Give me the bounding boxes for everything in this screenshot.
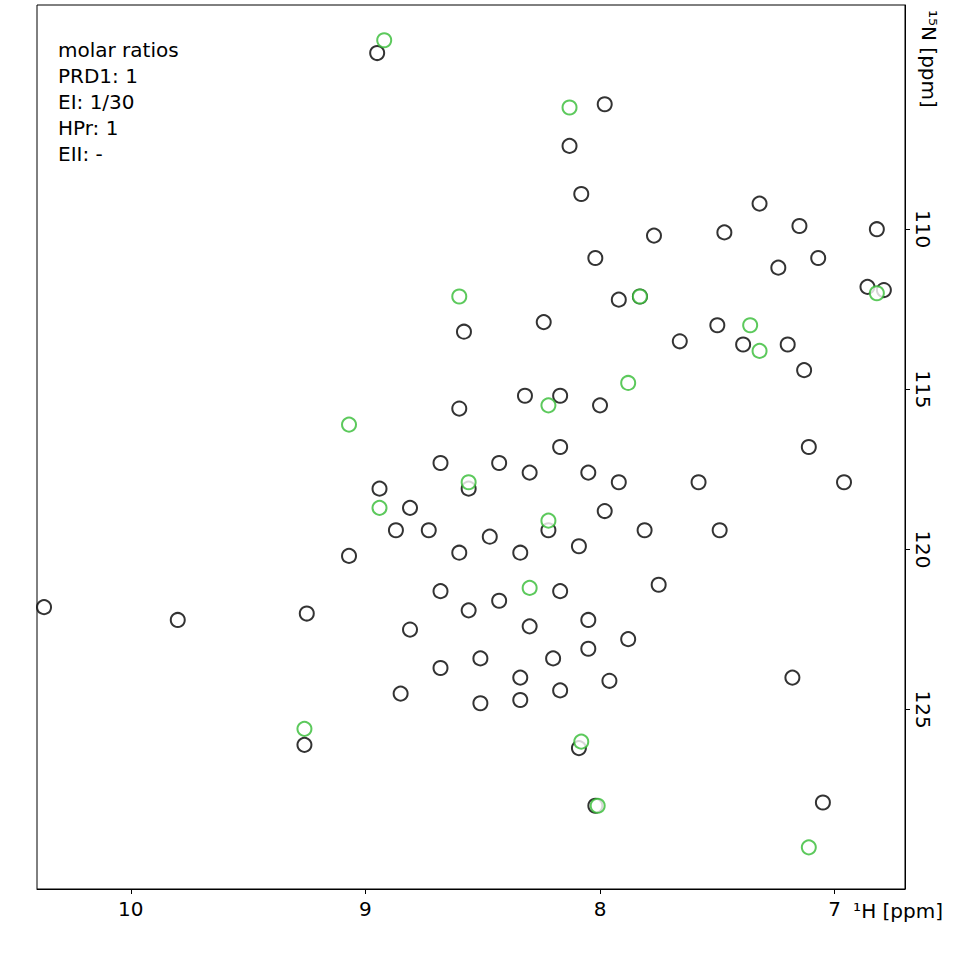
svg-text:10: 10 (118, 897, 143, 921)
svg-text:7: 7 (828, 897, 841, 921)
svg-text:¹H [ppm]: ¹H [ppm] (853, 899, 943, 923)
svg-text:110: 110 (911, 210, 935, 248)
svg-text:9: 9 (359, 897, 372, 921)
svg-text:molar ratios: molar ratios (58, 38, 179, 62)
svg-text:HPr: 1: HPr: 1 (58, 116, 118, 140)
svg-text:EII: -: EII: - (58, 142, 103, 166)
svg-text:¹⁵N [ppm]: ¹⁵N [ppm] (917, 10, 941, 108)
svg-text:PRD1: 1: PRD1: 1 (58, 64, 138, 88)
svg-text:115: 115 (911, 370, 935, 408)
svg-text:120: 120 (911, 530, 935, 568)
svg-text:125: 125 (911, 691, 935, 729)
svg-text:EI: 1/30: EI: 1/30 (58, 90, 135, 114)
svg-text:8: 8 (594, 897, 607, 921)
